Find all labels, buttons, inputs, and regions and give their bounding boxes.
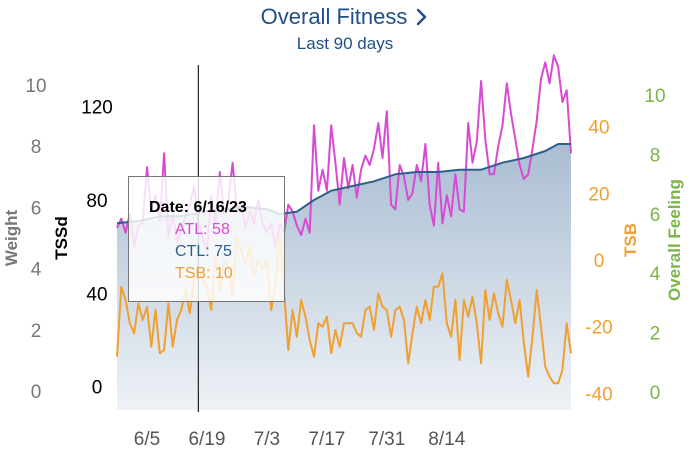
feeling-axis-label: Overall Feeling xyxy=(665,179,684,301)
tsb-tick-label: 0 xyxy=(594,251,605,272)
tssd-tick-label: 120 xyxy=(81,98,113,119)
weight-tick-label: 2 xyxy=(31,321,42,342)
tsb-tick-label: -40 xyxy=(585,384,612,405)
feeling-tick-label: 10 xyxy=(644,86,665,107)
tooltip-date: Date: 6/16/23 xyxy=(149,199,247,216)
x-tick-label: 7/31 xyxy=(368,429,405,450)
tooltip-ctl: CTL: 75 xyxy=(175,243,232,260)
chart-header: Overall Fitness Last 90 days xyxy=(0,4,690,54)
tooltip-atl: ATL: 58 xyxy=(175,221,230,238)
feeling-tick-label: 8 xyxy=(650,145,661,166)
x-tick-label: 7/17 xyxy=(308,429,345,450)
x-tick-label: 6/19 xyxy=(188,429,225,450)
tssd-tick-label: 40 xyxy=(86,284,107,305)
tsb-tick-label: 40 xyxy=(588,118,609,139)
x-tick-label: 7/3 xyxy=(254,429,280,450)
data-tooltip: Date: 6/16/23 ATL: 58 CTL: 75 TSB: 10 xyxy=(128,176,285,302)
feeling-tick-label: 4 xyxy=(650,264,661,285)
feeling-tick-label: 2 xyxy=(650,324,661,345)
chart-subtitle: Last 90 days xyxy=(296,34,394,53)
x-tick-label: 6/5 xyxy=(134,429,160,450)
tsb-axis-label: TSB xyxy=(621,223,640,257)
tssd-tick-label: 0 xyxy=(92,378,103,399)
tssd-tick-label: 80 xyxy=(86,191,107,212)
chart-title: Overall Fitness xyxy=(260,4,408,29)
weight-tick-label: 8 xyxy=(31,137,42,158)
weight-tick-label: 4 xyxy=(31,260,42,281)
x-tick-label: 8/14 xyxy=(428,429,465,450)
feeling-tick-label: 6 xyxy=(650,205,661,226)
weight-axis-label: Weight xyxy=(2,209,21,266)
tsb-tick-label: -20 xyxy=(585,318,612,339)
axis-labels-layer: 6/5 6/19 7/3 7/17 7/31 8/140246810Weight04080… xyxy=(2,76,684,450)
title-link[interactable]: Overall Fitness xyxy=(261,4,430,30)
chevron-right-icon xyxy=(417,8,427,26)
tooltip-tsb: TSB: 10 xyxy=(175,265,233,282)
weight-tick-label: 0 xyxy=(31,382,42,403)
tssd-axis-label: TSSd xyxy=(52,216,71,259)
tsb-tick-label: 20 xyxy=(588,184,609,205)
weight-tick-label: 6 xyxy=(31,198,42,219)
feeling-tick-label: 0 xyxy=(650,383,661,404)
weight-tick-label: 10 xyxy=(25,76,46,97)
